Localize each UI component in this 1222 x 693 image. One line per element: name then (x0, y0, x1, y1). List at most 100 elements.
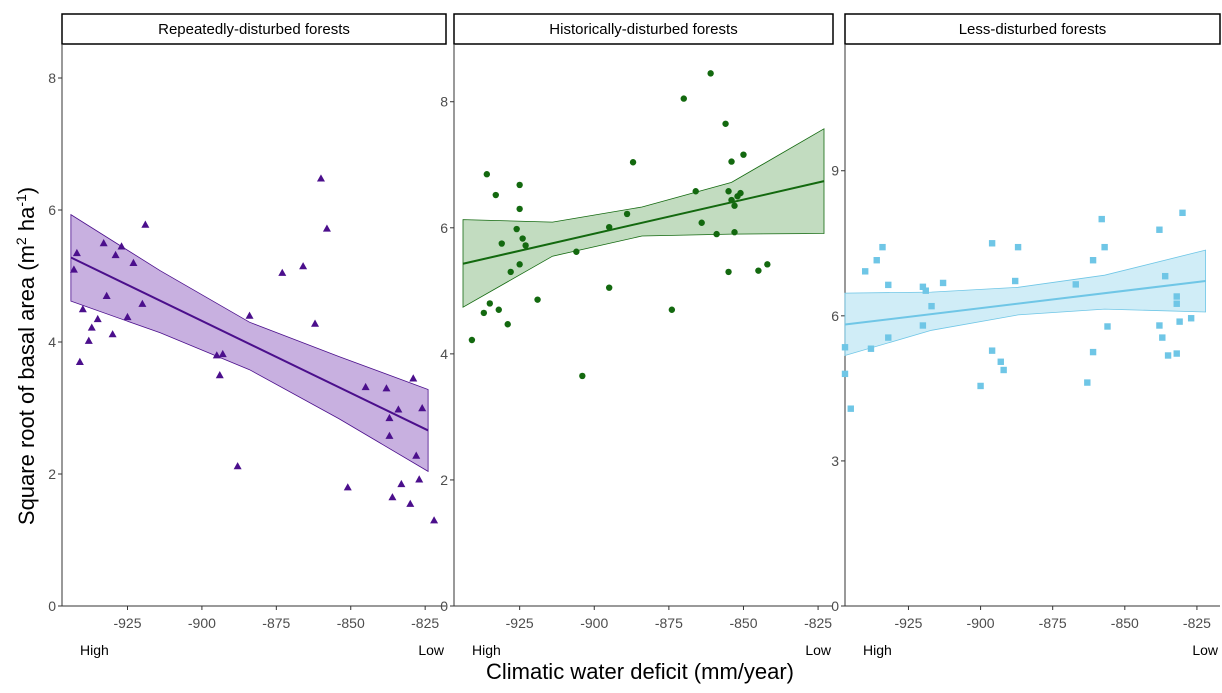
data-point (507, 268, 514, 276)
panel-strip (844, 13, 1221, 45)
data-point (885, 281, 892, 289)
x-tick-label: -850 (1111, 615, 1139, 631)
data-point (1098, 215, 1105, 223)
data-point (218, 349, 227, 358)
data-point (977, 382, 984, 390)
data-point (99, 239, 108, 247)
data-point (1089, 257, 1097, 264)
y-axis-title-mid: ha (14, 206, 39, 237)
data-point (343, 483, 352, 491)
data-point (102, 291, 111, 299)
x-tick-label: -925 (506, 615, 534, 631)
data-point (988, 240, 996, 247)
data-point (322, 224, 331, 232)
data-point (397, 479, 406, 488)
data-point (1000, 366, 1007, 374)
panel-2: Historically-disturbed forests 0 2 4 6 8 -925 -… (440, 13, 834, 658)
panel-3: Less-disturbed forests 0 3 6 9 -925 -900 -875 -8… (831, 13, 1221, 658)
x-tick-label: -900 (580, 615, 608, 631)
data-point (737, 189, 744, 197)
x-tick-label: -875 (262, 615, 290, 631)
data-point (522, 242, 529, 249)
data-point (680, 95, 687, 102)
data-point (117, 242, 126, 250)
data-point (111, 250, 120, 259)
data-point (919, 283, 927, 291)
x-extreme-label-high: High (863, 642, 892, 658)
x-tick-label: -850 (337, 615, 365, 631)
data-point (939, 279, 947, 287)
data-point (278, 268, 287, 276)
data-point (409, 374, 418, 382)
data-point (1084, 379, 1091, 386)
data-point (382, 384, 391, 392)
data-point (728, 196, 735, 204)
confidence-band (462, 128, 825, 308)
y-axis-title-end: ) (14, 187, 39, 194)
data-point (885, 334, 892, 341)
data-point (605, 223, 613, 231)
data-point (698, 219, 705, 226)
data-point (725, 268, 732, 276)
y-tick-label: 4 (48, 334, 56, 350)
y-axis-title: Square root of basal area (m2 ha-1) (13, 187, 39, 525)
data-point (1072, 281, 1079, 288)
x-tick-label: -825 (804, 615, 832, 631)
data-point (72, 248, 81, 257)
data-point (579, 372, 586, 380)
data-point (513, 225, 520, 233)
x-tick-label: -875 (655, 615, 683, 631)
data-point (498, 240, 505, 247)
data-point (731, 202, 738, 209)
data-point (740, 151, 747, 158)
data-point (1164, 352, 1172, 359)
regression-line (844, 280, 1206, 326)
data-point (707, 70, 714, 77)
data-point (468, 336, 476, 344)
data-point (668, 306, 676, 313)
data-point (430, 516, 439, 524)
data-point (623, 210, 631, 218)
y-tick-label: 6 (48, 202, 56, 218)
data-point (361, 382, 370, 391)
data-point (483, 171, 491, 178)
y-tick-label: 8 (48, 70, 56, 86)
data-point (573, 248, 580, 255)
data-point (867, 345, 875, 352)
data-point (764, 261, 771, 268)
data-point (1011, 277, 1019, 285)
y-tick-label: 2 (48, 466, 56, 482)
data-point (87, 323, 96, 331)
x-extreme-label-low: Low (805, 642, 832, 658)
data-point (78, 305, 87, 313)
data-point (495, 306, 502, 313)
panel-title: Less-disturbed forests (959, 21, 1107, 38)
data-point (861, 268, 869, 275)
data-point (233, 462, 242, 470)
data-point (713, 230, 720, 238)
data-point (516, 261, 523, 268)
y-tick-label: 0 (831, 598, 839, 614)
y-axis-title-main: Square root of basal area (m (14, 245, 39, 525)
panel-title: Historically-disturbed forests (549, 21, 737, 38)
y-tick-label: 6 (831, 308, 839, 324)
data-point (69, 265, 78, 273)
data-point (388, 493, 397, 501)
data-point (1176, 318, 1183, 325)
data-point (873, 257, 880, 264)
data-point (215, 371, 224, 379)
regression-line (70, 256, 429, 432)
data-point (394, 405, 403, 413)
data-point (988, 347, 996, 354)
panel-title: Repeatedly-disturbed forests (158, 21, 350, 38)
data-point (1156, 226, 1163, 233)
y-axis-title-sup1: 2 (13, 237, 29, 245)
data-point (311, 319, 320, 327)
data-point (418, 404, 427, 412)
y-tick-label: 0 (48, 598, 56, 614)
data-point (385, 431, 394, 439)
data-point (879, 243, 886, 251)
data-point (212, 351, 221, 359)
panels: Repeatedly-disturbed forests 0 2 4 6 8 -925 -90… (48, 13, 1221, 658)
